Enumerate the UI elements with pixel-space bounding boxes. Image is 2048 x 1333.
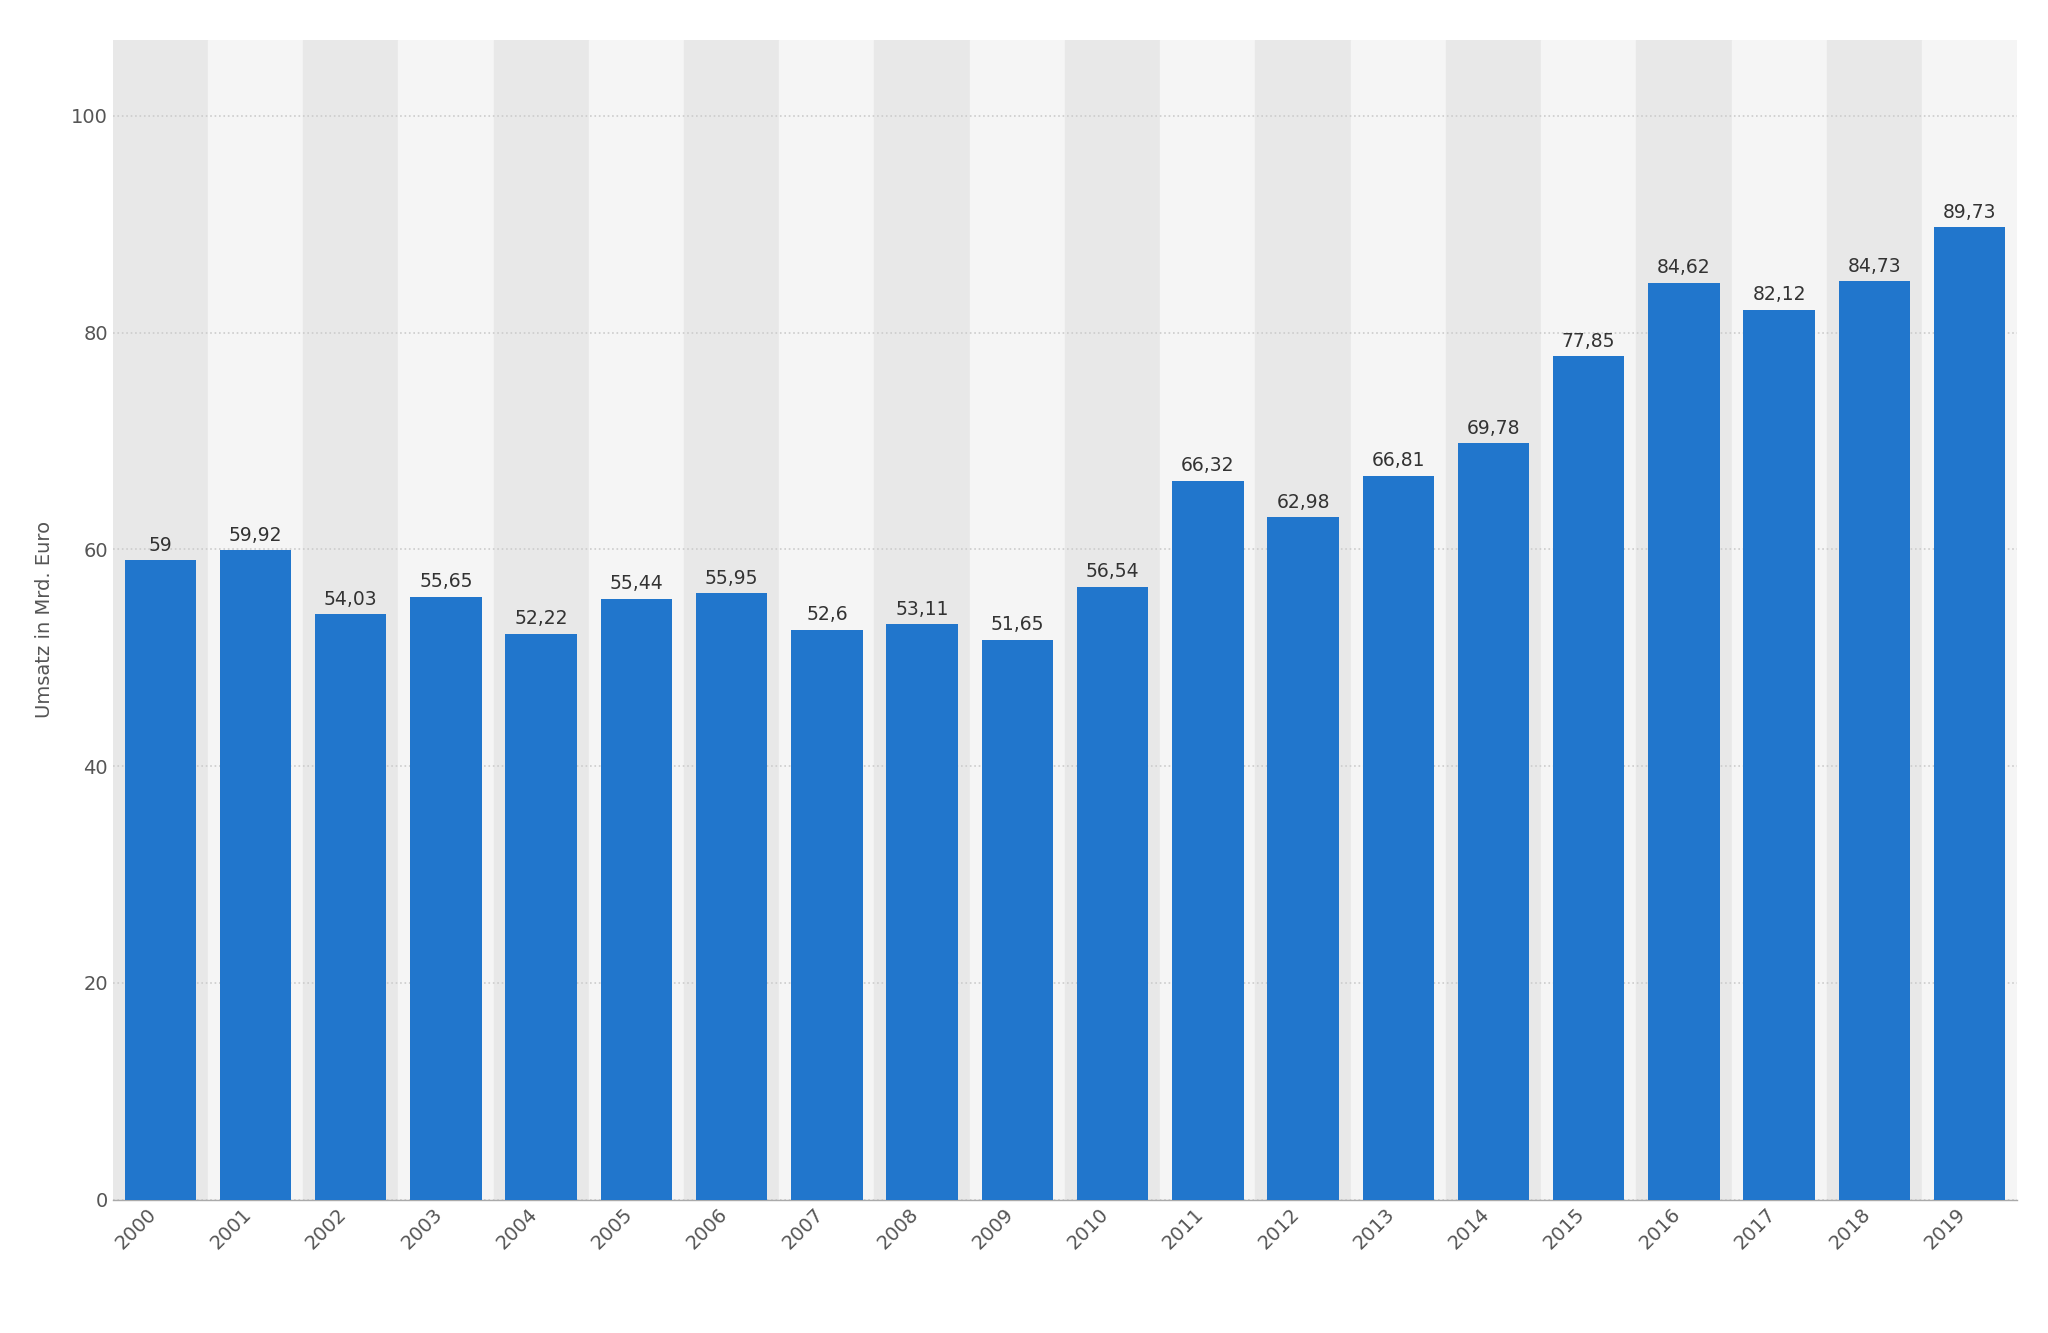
- Bar: [600, 599, 672, 1200]
- Bar: [981, 640, 1053, 1200]
- Text: 55,44: 55,44: [610, 575, 664, 593]
- Bar: [590, 40, 684, 1200]
- Bar: [397, 40, 494, 1200]
- Bar: [113, 40, 209, 1200]
- Bar: [1255, 40, 1352, 1200]
- Bar: [1733, 40, 1827, 1200]
- Text: 66,32: 66,32: [1182, 456, 1235, 476]
- Bar: [1159, 40, 1255, 1200]
- Text: 89,73: 89,73: [1944, 203, 1997, 221]
- Text: 59: 59: [147, 536, 172, 555]
- Bar: [1065, 40, 1159, 1200]
- Text: 66,81: 66,81: [1372, 451, 1425, 471]
- Bar: [410, 597, 481, 1200]
- Bar: [1352, 40, 1446, 1200]
- Bar: [1933, 227, 2005, 1200]
- Bar: [1077, 587, 1149, 1200]
- Bar: [696, 593, 768, 1200]
- Bar: [684, 40, 778, 1200]
- Bar: [209, 40, 303, 1200]
- Bar: [506, 633, 578, 1200]
- Bar: [778, 40, 874, 1200]
- Bar: [1743, 309, 1815, 1200]
- Bar: [303, 40, 397, 1200]
- Text: 84,62: 84,62: [1657, 259, 1710, 277]
- Bar: [125, 560, 197, 1200]
- Text: 51,65: 51,65: [991, 616, 1044, 635]
- Bar: [887, 624, 958, 1200]
- Bar: [1542, 40, 1636, 1200]
- Text: 55,95: 55,95: [705, 569, 758, 588]
- Bar: [494, 40, 590, 1200]
- Bar: [971, 40, 1065, 1200]
- Bar: [1636, 40, 1733, 1200]
- Bar: [1458, 444, 1530, 1200]
- Text: 62,98: 62,98: [1276, 493, 1329, 512]
- Text: 69,78: 69,78: [1466, 419, 1520, 439]
- Bar: [874, 40, 971, 1200]
- Text: 84,73: 84,73: [1847, 257, 1901, 276]
- Text: 53,11: 53,11: [895, 600, 948, 619]
- Bar: [1839, 281, 1911, 1200]
- Bar: [219, 551, 291, 1200]
- Text: 52,6: 52,6: [807, 605, 848, 624]
- Bar: [1552, 356, 1624, 1200]
- Bar: [315, 615, 387, 1200]
- Bar: [1649, 283, 1720, 1200]
- Text: 77,85: 77,85: [1563, 332, 1616, 351]
- Text: 54,03: 54,03: [324, 589, 377, 609]
- Bar: [1268, 517, 1339, 1200]
- Bar: [791, 629, 862, 1200]
- Text: 56,54: 56,54: [1085, 563, 1139, 581]
- Text: 59,92: 59,92: [229, 525, 283, 545]
- Bar: [1827, 40, 1921, 1200]
- Text: 82,12: 82,12: [1753, 285, 1806, 304]
- Bar: [1921, 40, 2017, 1200]
- Text: 55,65: 55,65: [420, 572, 473, 591]
- Bar: [1446, 40, 1542, 1200]
- Y-axis label: Umsatz in Mrd. Euro: Umsatz in Mrd. Euro: [35, 521, 53, 718]
- Text: 52,22: 52,22: [514, 609, 567, 628]
- Bar: [1171, 481, 1243, 1200]
- Bar: [1362, 476, 1434, 1200]
